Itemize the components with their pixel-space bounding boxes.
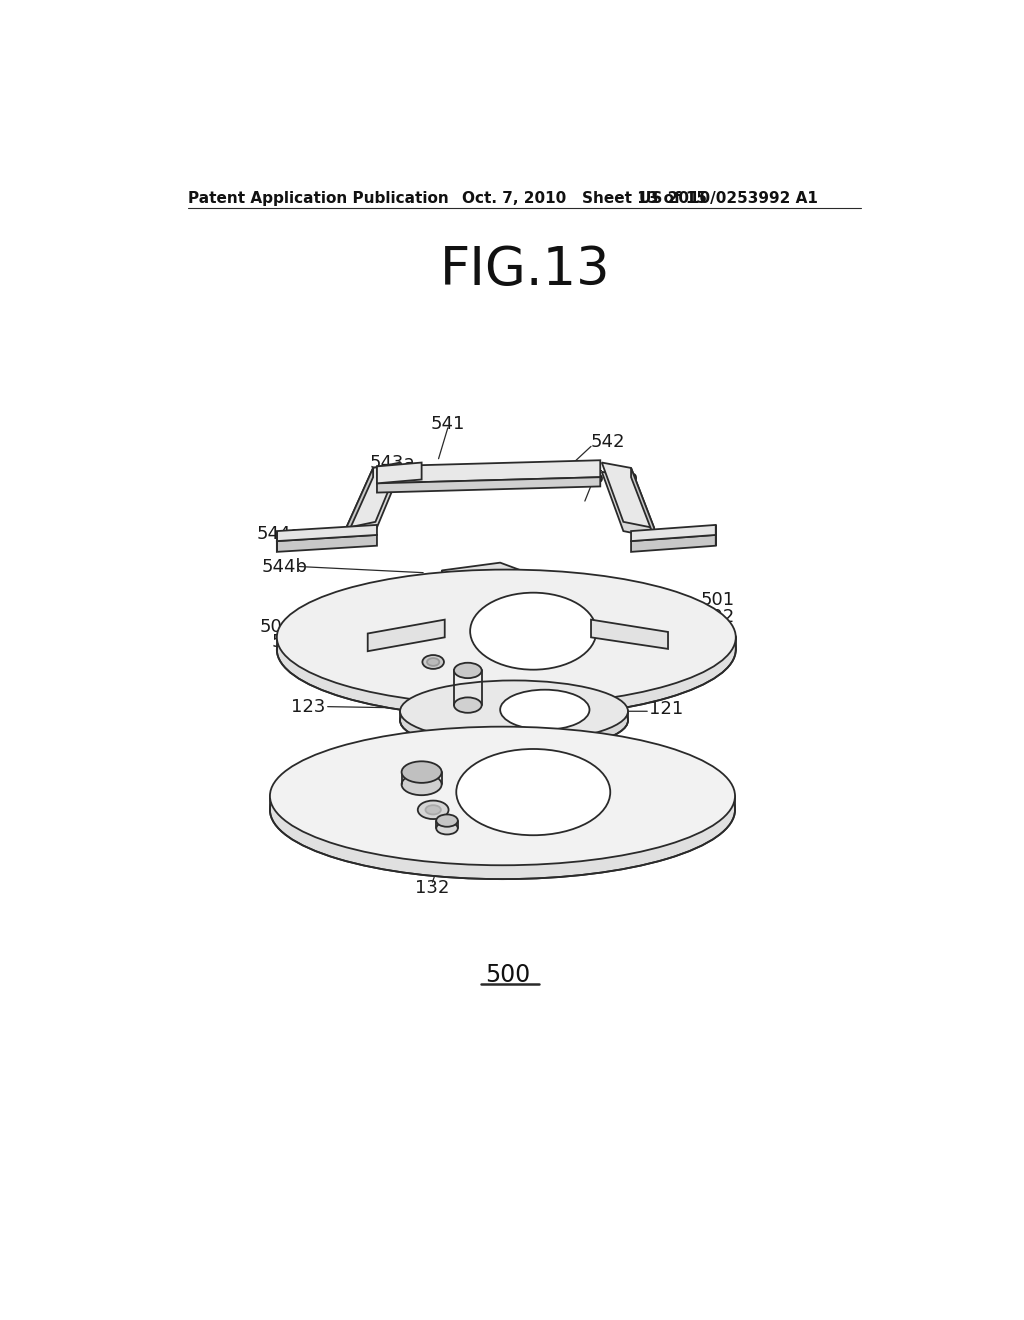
Polygon shape [276, 535, 377, 552]
Ellipse shape [425, 805, 441, 814]
Ellipse shape [436, 822, 458, 834]
Text: 504a: 504a [260, 618, 305, 635]
Ellipse shape [276, 570, 736, 705]
Text: 543b: 543b [593, 469, 639, 487]
Text: FIG.13: FIG.13 [439, 244, 610, 296]
Ellipse shape [400, 681, 628, 742]
Polygon shape [602, 462, 654, 528]
Polygon shape [591, 619, 668, 649]
Ellipse shape [422, 655, 444, 669]
Polygon shape [368, 619, 444, 651]
Text: 544a: 544a [256, 525, 302, 543]
Text: 542: 542 [591, 433, 626, 450]
Polygon shape [631, 469, 654, 537]
Text: 504b: 504b [692, 630, 738, 647]
Ellipse shape [400, 689, 628, 751]
Text: Oct. 7, 2010   Sheet 13 of 15: Oct. 7, 2010 Sheet 13 of 15 [462, 191, 707, 206]
Polygon shape [346, 471, 400, 537]
Polygon shape [442, 562, 527, 583]
Ellipse shape [270, 726, 735, 866]
Text: 113: 113 [282, 796, 315, 814]
Ellipse shape [401, 762, 441, 783]
Ellipse shape [436, 814, 458, 826]
Polygon shape [276, 525, 377, 541]
Text: 502: 502 [700, 609, 734, 626]
Text: 121: 121 [649, 700, 683, 718]
Polygon shape [602, 471, 654, 537]
Text: 123: 123 [291, 698, 325, 715]
Ellipse shape [454, 663, 481, 678]
Text: 544b: 544b [261, 557, 307, 576]
Text: 501: 501 [700, 590, 734, 609]
Text: 541: 541 [431, 414, 465, 433]
Text: Patent Application Publication: Patent Application Publication [188, 191, 450, 206]
Text: 500: 500 [485, 962, 530, 986]
Ellipse shape [418, 800, 449, 818]
Polygon shape [631, 535, 716, 552]
Ellipse shape [500, 689, 590, 730]
Text: 131: 131 [282, 774, 315, 791]
Polygon shape [346, 469, 373, 537]
Polygon shape [377, 461, 600, 483]
Ellipse shape [270, 741, 735, 879]
Text: 503: 503 [271, 634, 306, 651]
Polygon shape [377, 462, 422, 483]
Polygon shape [346, 462, 400, 528]
Ellipse shape [454, 697, 481, 713]
Ellipse shape [470, 593, 596, 669]
Text: 122: 122 [612, 682, 647, 701]
Ellipse shape [457, 748, 610, 836]
Text: 112: 112 [649, 804, 683, 822]
Ellipse shape [401, 774, 441, 795]
Text: 111: 111 [692, 774, 727, 791]
Text: 543a: 543a [370, 454, 415, 471]
Text: US 2010/0253992 A1: US 2010/0253992 A1 [639, 191, 817, 206]
Text: 132: 132 [415, 879, 450, 898]
Polygon shape [631, 525, 716, 541]
Ellipse shape [276, 582, 736, 718]
Polygon shape [442, 573, 527, 594]
Ellipse shape [427, 659, 439, 665]
Polygon shape [377, 478, 600, 492]
